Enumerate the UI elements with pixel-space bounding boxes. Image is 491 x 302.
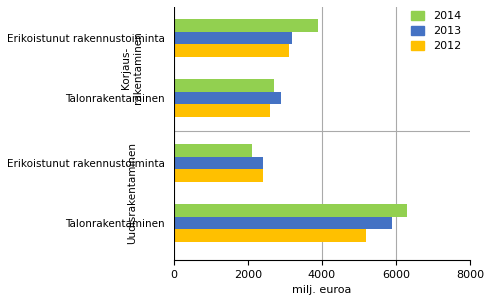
Text: Korjaus-
rakentaminen: Korjaus- rakentaminen [121,32,143,104]
Bar [174,229,366,242]
Bar [174,32,292,44]
Bar [174,44,289,57]
Text: Uudisrakentaminen: Uudisrakentaminen [127,142,137,244]
Bar [174,104,270,117]
Bar [174,144,251,157]
X-axis label: milj. euroa: milj. euroa [292,285,352,295]
Bar [174,157,263,169]
Bar [174,79,274,92]
Bar [174,204,407,217]
Legend: 2014, 2013, 2012: 2014, 2013, 2012 [408,8,464,54]
Bar [174,169,263,182]
Bar [174,92,281,104]
Bar [174,19,318,32]
Bar [174,217,392,229]
